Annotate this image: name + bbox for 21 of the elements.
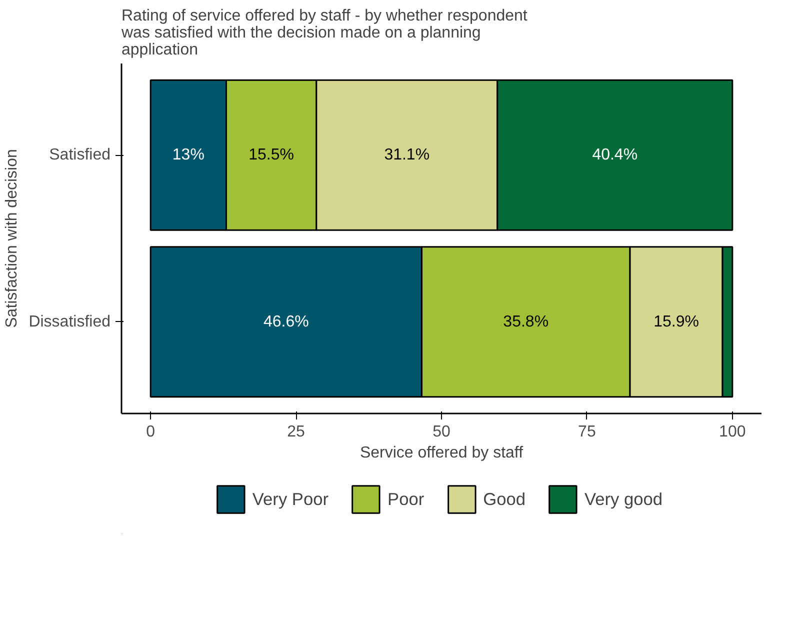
data-label: 46.6% [263,313,309,330]
x-tick-label: 100 [719,424,746,440]
y-tick-label: Satisfied [49,146,111,164]
y-axis-title: Satisfaction with decision [4,149,21,328]
data-label: 35.8% [503,313,549,330]
x-tick-label: 75 [578,424,596,440]
legend-label: Very good [584,488,663,510]
x-tick-label: 0 [146,424,156,440]
legend-label: Good [483,488,526,510]
data-label: 31.1% [384,146,430,164]
x-tick-label: 50 [432,424,450,440]
data-label: 15.9% [654,313,699,330]
legend-label: Very Poor [252,488,329,510]
data-label: 13% [172,146,204,164]
chart-title: Rating of service offered by staff - by whether respondent was satisfied with the decision made on a planning application [120,8,528,58]
x-axis-title: Service offered by staff [360,444,524,462]
data-label: 15.5% [248,146,294,164]
data-label: 40.4% [592,146,638,164]
legend-label: Poor [388,488,424,510]
y-tick-label: Dissatisfied [28,313,111,330]
x-tick-label: 25 [287,424,306,440]
